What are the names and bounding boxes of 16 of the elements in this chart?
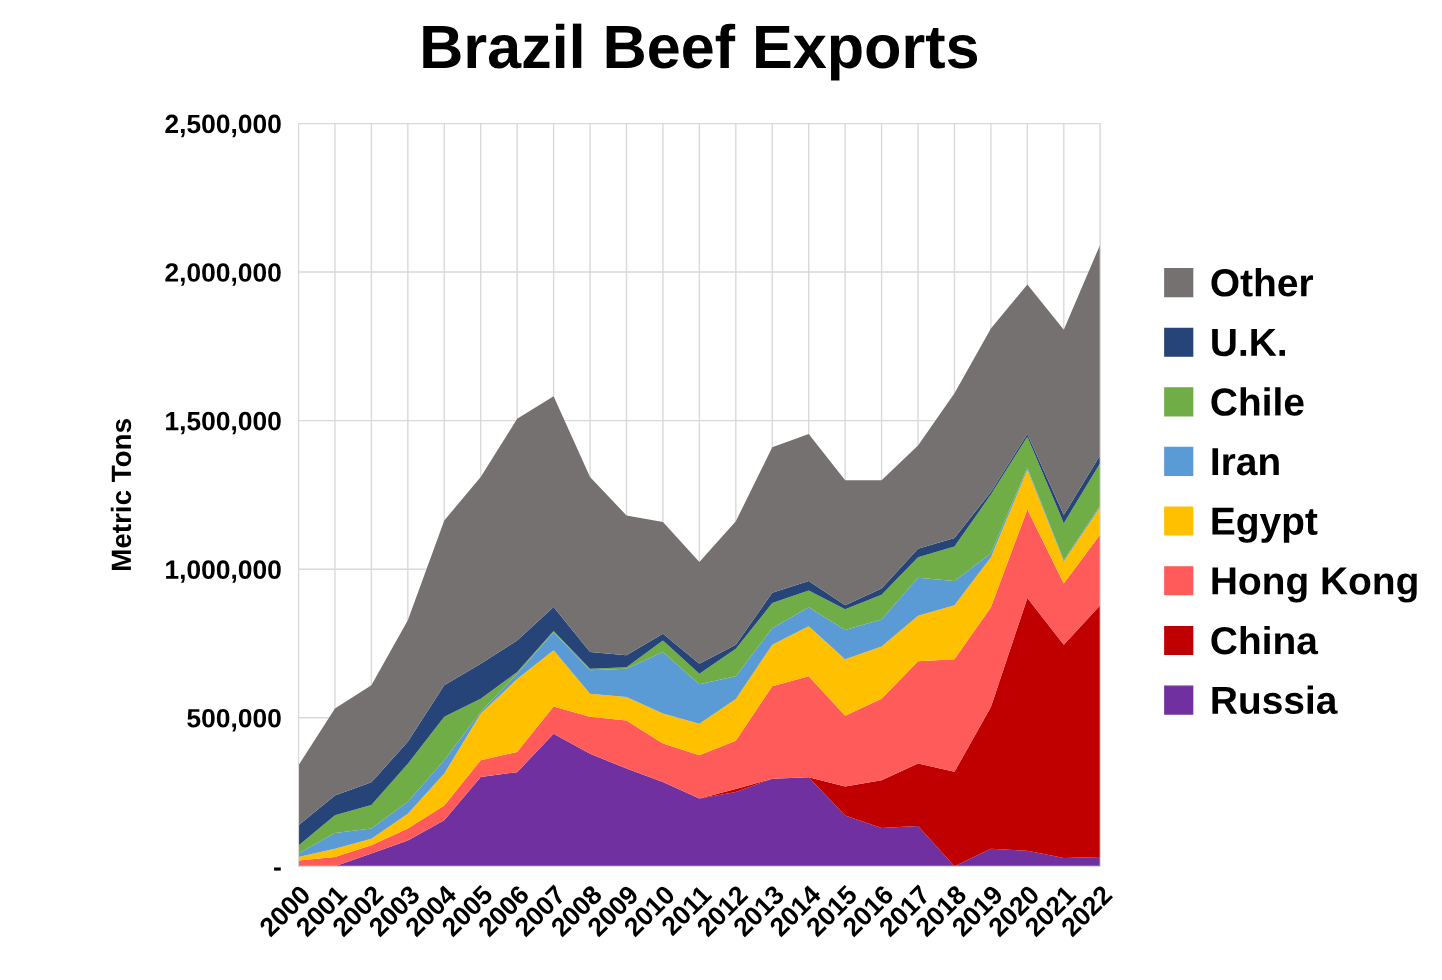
legend-label: Iran bbox=[1212, 448, 1279, 476]
legend-label: Russia bbox=[1212, 685, 1338, 715]
y-tick-label: 2,500,000 bbox=[165, 114, 281, 138]
y-tick-label: 2,000,000 bbox=[165, 263, 281, 286]
y-tick-label: - bbox=[274, 867, 281, 871]
legend-label: China bbox=[1211, 625, 1319, 655]
y-tick-label: 1,500,000 bbox=[166, 411, 281, 435]
y-tick-label: 1,000,000 bbox=[166, 560, 281, 583]
legend-label: Chile bbox=[1211, 387, 1304, 416]
y-axis-title: Metric Tons bbox=[110, 419, 132, 570]
chart-title: Brazil Beef Exports bbox=[423, 23, 978, 81]
legend-label: Other bbox=[1211, 268, 1313, 297]
legend-label: U.K. bbox=[1212, 329, 1285, 357]
legend-label: Hong Kong bbox=[1212, 567, 1417, 603]
legend-label: Egypt bbox=[1212, 507, 1318, 543]
y-tick-label: 500,000 bbox=[187, 708, 281, 732]
